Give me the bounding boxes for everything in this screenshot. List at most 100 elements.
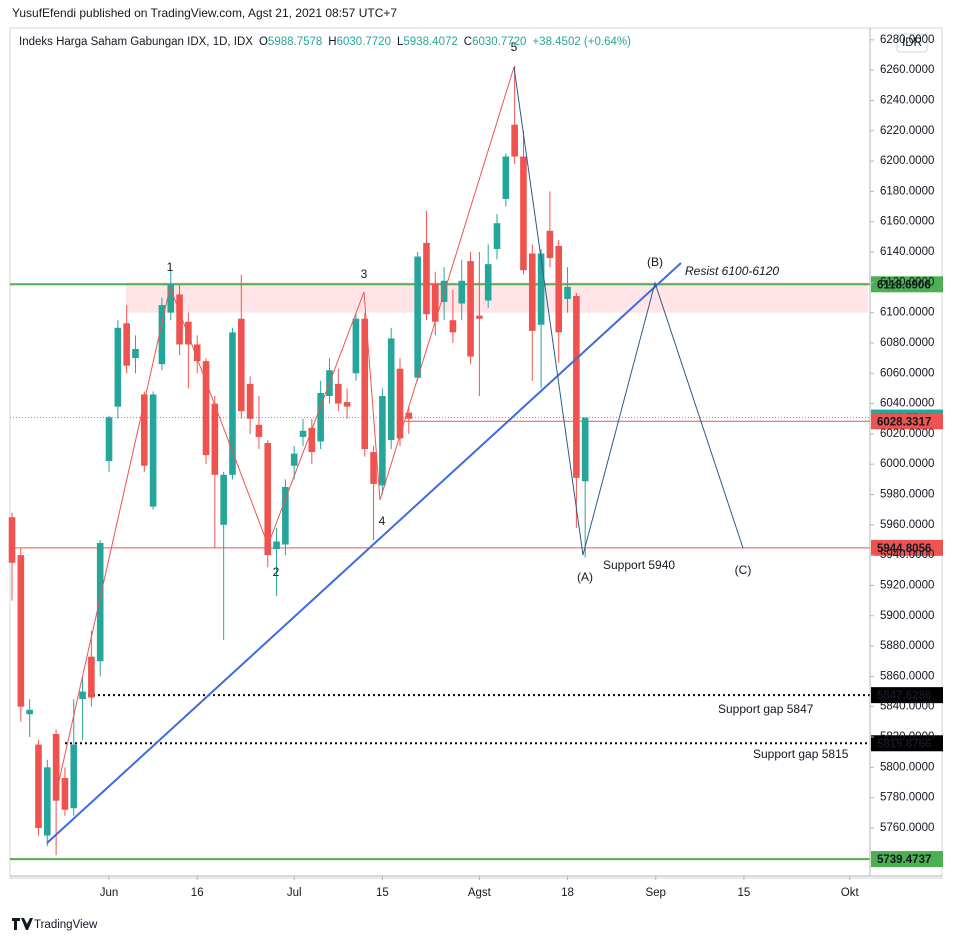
candle-body	[229, 332, 236, 475]
y-tick-label: 6120.0000	[880, 276, 934, 288]
price-badge	[871, 413, 943, 430]
candle-body	[493, 223, 501, 249]
x-tick-label: 16	[191, 887, 204, 899]
candle-body	[176, 294, 183, 345]
candle-body	[35, 744, 42, 828]
candle-body	[458, 280, 466, 304]
annotation: Support gap 5847	[718, 702, 814, 716]
y-tick-label: 5960.0000	[880, 519, 934, 531]
ohlc-key: C	[464, 36, 472, 48]
price-badge	[871, 276, 943, 293]
candle-body	[273, 541, 280, 550]
candle-body	[423, 242, 430, 315]
candle-body	[564, 286, 571, 299]
y-tick-label: 6140.0000	[880, 246, 934, 258]
frame	[9, 27, 943, 879]
overlay: 6118.69066030.77206028.33175944.80565847…	[871, 276, 943, 868]
candle-body	[193, 344, 201, 362]
annotation: Resist 6100-6120	[685, 264, 779, 278]
candle-body	[299, 430, 307, 437]
legend: Indeks Harga Saham Gabungan IDX, 1D, IDX…	[19, 36, 631, 48]
candle-body	[476, 315, 483, 319]
candle-body	[511, 124, 518, 157]
candle-body	[211, 403, 219, 475]
candle-body	[70, 744, 78, 809]
ohlc-value: 6030.7720	[472, 36, 526, 48]
candle-body	[370, 452, 377, 484]
ohlc-value: 5938.4072	[403, 36, 457, 48]
price-badge-label: 5815.8766	[877, 738, 931, 750]
y-tick-label: 5880.0000	[880, 640, 934, 652]
candle-body	[202, 361, 210, 456]
y-tick-label: 6220.0000	[880, 125, 934, 137]
y-tick-label: 5820.0000	[880, 731, 934, 743]
y-tick-label: 5900.0000	[880, 610, 934, 622]
candle-body	[61, 777, 69, 810]
candle-body	[43, 767, 51, 836]
x-tick-label: 15	[376, 887, 389, 899]
currency-box	[896, 33, 928, 53]
x-tick-label: 15	[738, 887, 751, 899]
y-tick-label: 5940.0000	[880, 549, 934, 561]
y-tick-label: 6020.0000	[880, 428, 934, 440]
candle-body	[264, 442, 272, 556]
candle-body	[149, 394, 157, 507]
annotation: 4	[379, 514, 386, 528]
candle-body	[431, 283, 439, 322]
y-tick-label: 6260.0000	[880, 64, 934, 76]
price-badge	[871, 687, 943, 704]
wave-impulse	[56, 66, 515, 791]
candle-body	[581, 417, 589, 482]
candle-body	[317, 392, 324, 442]
candle-body	[246, 383, 254, 419]
price-badge-label: 6028.3317	[877, 416, 931, 428]
price-badge-label: 5944.8056	[877, 543, 931, 555]
candle-body	[396, 368, 404, 439]
y-tick-label: 5860.0000	[880, 670, 934, 682]
price-badge-label: 5847.6286	[877, 690, 931, 702]
candle-body	[537, 253, 545, 325]
wave-correction	[513, 66, 744, 556]
annotation: 3	[361, 267, 368, 281]
candle-body	[387, 338, 395, 440]
x-tick-label: Sep	[645, 887, 665, 899]
candle-body	[123, 323, 130, 366]
y-tick-label: 5920.0000	[880, 579, 934, 591]
candle-body	[546, 230, 554, 259]
y-tick-label: 6040.0000	[880, 398, 934, 410]
candle-body	[96, 543, 104, 662]
y-tick-label: 5800.0000	[880, 761, 934, 773]
y-tick-label: 6200.0000	[880, 155, 934, 167]
price-badge	[871, 539, 943, 556]
candle-body	[167, 283, 175, 313]
candle-body	[237, 318, 245, 412]
candle-body	[352, 318, 360, 374]
candle-body	[132, 349, 139, 359]
price-badge-label: 5739.4737	[877, 854, 931, 866]
candle-body	[528, 253, 536, 331]
y-tick-label: 5980.0000	[880, 489, 934, 501]
y-tick-label: 6240.0000	[880, 94, 934, 106]
annotation: Support gap 5815	[753, 747, 849, 761]
candle-body	[140, 394, 148, 466]
y-tick-label: 6100.0000	[880, 307, 934, 319]
y-tick-label: 6000.0000	[880, 458, 934, 470]
candle-body	[467, 261, 474, 357]
candle-body	[105, 417, 113, 462]
ohlc-key: L	[397, 36, 404, 48]
y-tick-label: 6080.0000	[880, 337, 934, 349]
price-badge	[871, 851, 943, 868]
candle-body	[484, 264, 492, 301]
candle-body	[8, 517, 16, 563]
annotation: Support 5940	[603, 558, 675, 572]
candle-body	[555, 245, 563, 333]
annotation: 1	[167, 260, 174, 274]
candle-body	[308, 427, 316, 453]
price-badge-label: 6118.6906	[877, 279, 931, 291]
ohlc-value: 5988.7578	[268, 36, 322, 48]
candle-body	[114, 327, 122, 407]
candle-body	[52, 733, 60, 801]
candle-body	[17, 555, 25, 707]
annotation: 5	[511, 40, 518, 54]
annotation: (B)	[647, 255, 663, 269]
